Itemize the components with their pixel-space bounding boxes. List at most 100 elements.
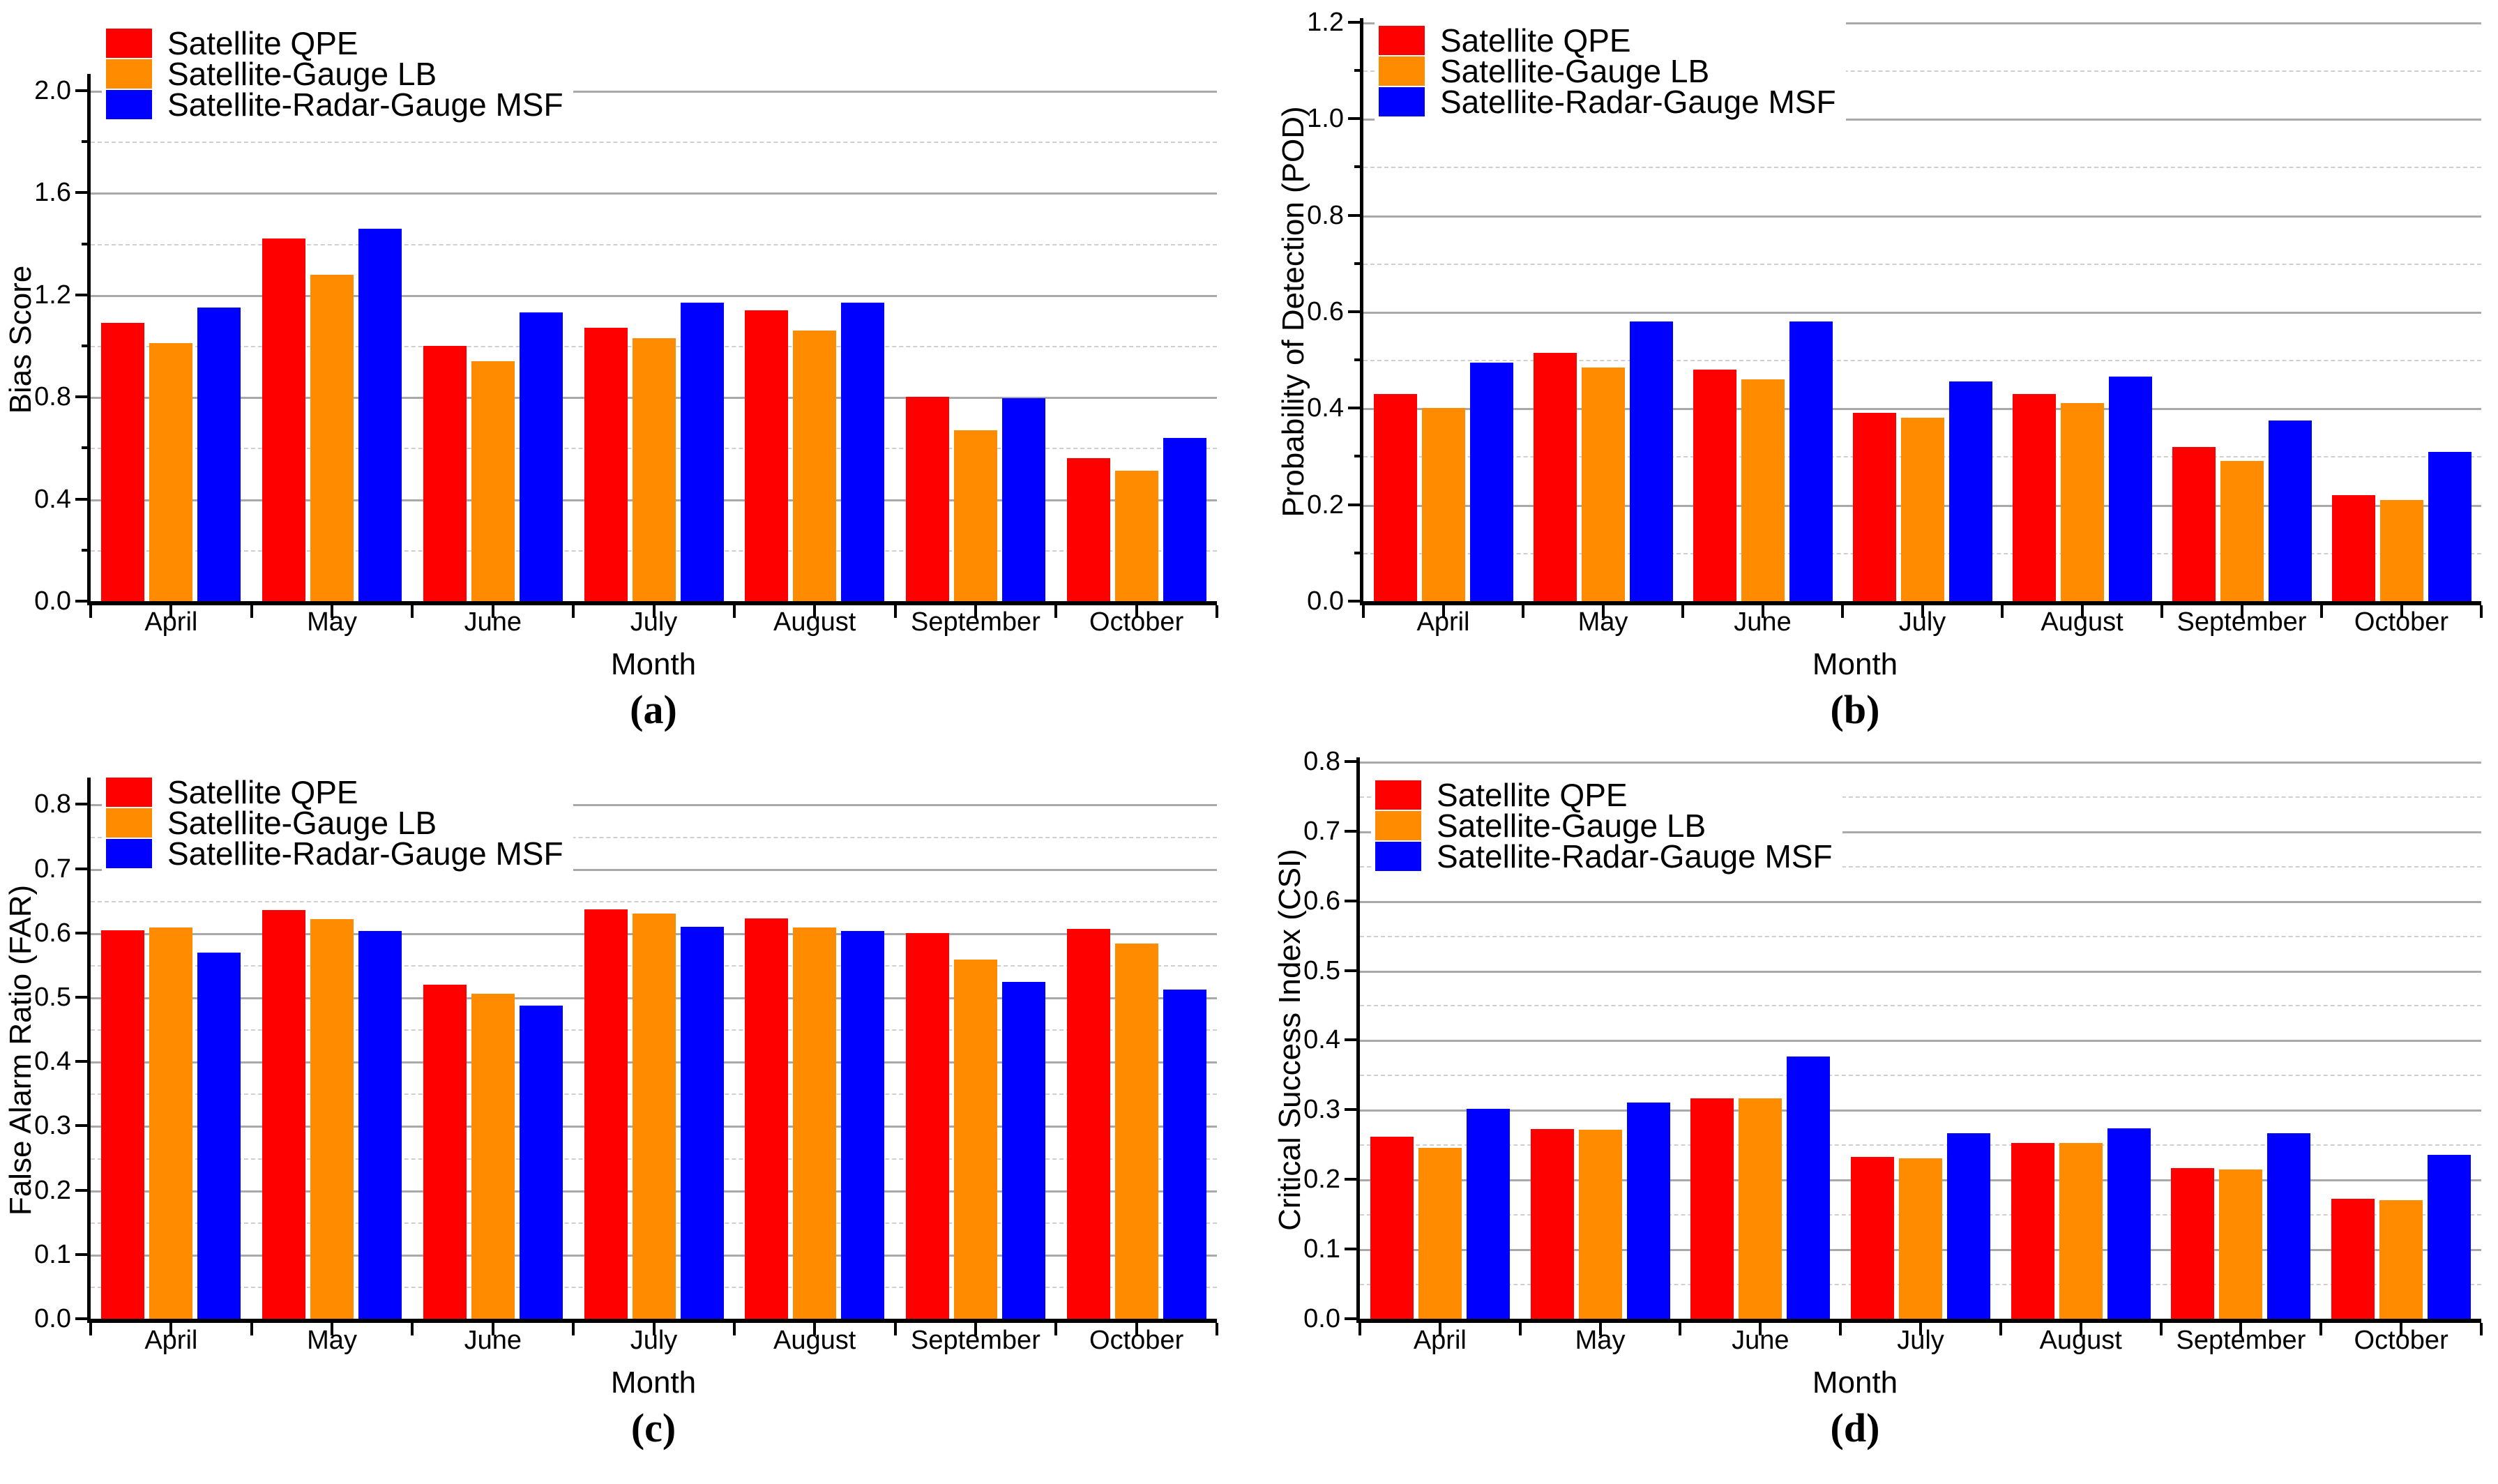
bar-october-satellite-qpe [2331,1199,2375,1319]
x-tick [813,1323,817,1335]
y-major-tick [1348,117,1363,121]
x-tick [1598,1323,1602,1335]
y-tick-label: 1.6 [34,178,71,208]
x-tick [1362,605,1365,618]
x-tick [331,605,334,618]
y-minor-tick [1354,358,1363,362]
y-tick-label: 2.0 [34,76,71,105]
y-tick-label: 0.5 [1303,955,1340,985]
y-major-tick [75,1188,91,1192]
bar-october-satellite-radar-gauge-msf [1163,989,1206,1319]
y-tick-label: 0.8 [34,382,71,412]
x-category-label: May [307,1326,357,1355]
y-major-tick [75,191,91,195]
bar-july-satellite-qpe [584,328,628,601]
x-tick [1522,605,1524,618]
y-major-tick [1345,759,1360,763]
bar-may-satellite-gauge-lb [310,919,354,1319]
x-tick [331,1323,334,1335]
bar-september-satellite-qpe [2172,446,2216,601]
legend-row: Satellite-Radar-Gauge MSF [106,838,563,870]
y-major-tick [75,867,91,870]
y-major-tick [1348,213,1363,217]
bar-july-satellite-radar-gauge-msf [680,926,724,1319]
y-minor-tick [82,548,91,552]
y-axis-title: Probability of Detection (POD) [1276,106,1310,517]
x-tick [1216,605,1218,618]
legend-swatch-satellite-radar-gauge-msf-icon [1375,842,1421,871]
y-tick-label: 0.3 [1303,1095,1340,1125]
x-tick [2079,1323,2082,1335]
major-gridline [1363,215,2481,218]
legend: Satellite QPE Satellite-Gauge LB Satellite… [102,24,573,124]
y-tick-label: 0.4 [34,1047,71,1077]
x-tick [1135,1323,1138,1335]
y-tick-label: 0.5 [34,983,71,1012]
legend-swatch-satellite-qpe-icon [106,778,152,807]
y-tick-label: 0.4 [34,484,71,514]
legend: Satellite QPE Satellite-Gauge LB Satellite… [1375,21,1846,121]
major-gridline [1363,119,2481,121]
bar-may-satellite-qpe [1530,1129,1574,1319]
minor-gridline [1360,796,2481,798]
bar-october-satellite-qpe [1066,929,1110,1319]
minor-gridline [91,900,1217,902]
bar-may-satellite-gauge-lb [1578,1130,1622,1319]
x-axis-line [87,1319,1217,1323]
bar-july-satellite-qpe [1852,413,1896,601]
bar-may-satellite-gauge-lb [310,274,354,601]
x-category-label: August [773,1326,856,1355]
legend: Satellite QPE Satellite-Gauge LB Satellite… [102,773,573,873]
legend-row: Satellite-Radar-Gauge MSF [106,89,563,121]
y-tick-label: 0.4 [1303,1025,1340,1055]
x-tick [572,605,575,618]
x-category-label: July [1897,1326,1944,1355]
x-category-label: April [144,1326,198,1355]
legend-row: Satellite-Radar-Gauge MSF [1379,86,1836,118]
y-major-tick [1345,829,1360,833]
bar-june-satellite-radar-gauge-msf [1789,321,1833,601]
x-tick [169,1323,173,1335]
y-tick-label: 0.6 [34,918,71,948]
x-tick [2480,1323,2483,1335]
y-major-tick [75,395,91,399]
bar-april-satellite-gauge-lb [1421,408,1465,601]
y-major-tick [1345,1178,1360,1181]
x-axis-title: Month [1812,1365,1898,1400]
legend-swatch-satellite-gauge-lb-icon [106,808,152,838]
major-gridline [1363,408,2481,411]
legend-row: Satellite-Radar-Gauge MSF [1375,840,1833,872]
y-axis-title: Critical Success Index (CSI) [1273,849,1307,1232]
y-major-tick [1348,310,1363,313]
bar-september-satellite-radar-gauge-msf [1001,981,1045,1319]
legend-row: Satellite-Gauge LB [1379,55,1836,87]
y-major-tick [75,89,91,92]
bar-april-satellite-qpe [101,323,145,601]
legend-label: Satellite-Gauge LB [167,805,437,841]
bar-april-satellite-gauge-lb [1418,1148,1462,1319]
y-tick-label: 1.2 [34,280,71,310]
x-tick [250,605,253,618]
bar-july-satellite-qpe [584,909,628,1319]
x-tick [652,1323,656,1335]
y-tick-label: 0.3 [34,1111,71,1141]
x-category-label: September [2177,607,2307,637]
x-tick [1601,605,1605,618]
y-axis-line [87,778,91,1323]
bar-april-satellite-gauge-lb [149,927,193,1319]
bar-august-satellite-radar-gauge-msf [2107,1128,2151,1319]
minor-gridline [1360,935,2481,937]
x-tick [2480,605,2483,618]
x-tick [1679,1323,1682,1335]
x-category-label: April [1416,607,1470,637]
bar-april-satellite-radar-gauge-msf [197,308,241,601]
bar-april-satellite-qpe [1370,1137,1414,1319]
minor-gridline [1363,263,2481,265]
legend-row: Satellite QPE [106,776,563,808]
x-category-label: October [2354,607,2449,637]
x-category-label: September [2176,1326,2306,1355]
y-tick-label: 0.2 [34,1175,71,1205]
x-tick [893,605,897,618]
y-tick-label: 0.8 [1307,200,1344,230]
major-gridline [1360,970,2481,973]
